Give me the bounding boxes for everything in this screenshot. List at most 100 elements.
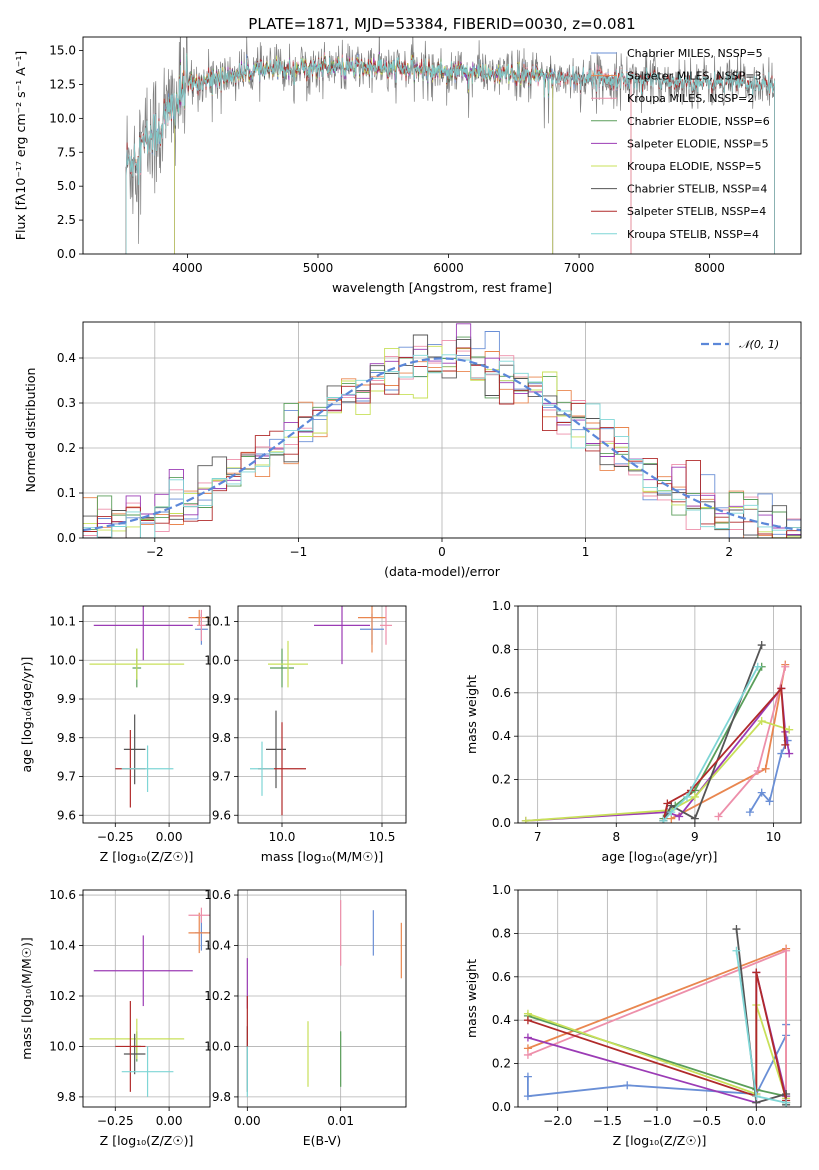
y-tick-label: 12.5 [49,77,76,91]
legend-entry: Chabrier STELIB, NSSP=4 [627,183,767,196]
axes-frame [237,889,407,1108]
series-marker [782,946,791,955]
series-marker [523,1033,532,1042]
axes-frame [82,605,211,824]
x-tick-label: 0.0 [747,1114,766,1128]
axes-frame [517,605,802,824]
plot-area [83,322,801,538]
series-marker [659,816,668,823]
y-tick-label: 9.6 [212,808,231,822]
legend-entry: Chabrier ELODIE, NSSP=6 [627,115,770,128]
y-tick-label: 9.8 [212,1090,231,1104]
data-point-2 [188,907,210,923]
x-tick-label: 10 [766,830,781,844]
x-tick-label: 0 [438,545,446,559]
x-axis-label: age [log₁₀(age/yr)] [602,849,718,864]
y-axis-label: Normed distribution [23,368,38,493]
axes-frame [82,36,802,255]
x-tick-label: 7 [534,830,542,844]
series-marker [777,749,786,758]
data-point-1 [188,912,210,954]
y-tick-label: 9.8 [57,731,76,745]
x-tick-label: −0.25 [97,1114,134,1128]
x-tick-label: 4000 [172,261,203,275]
data-point-2 [197,609,206,641]
axes-frame [82,321,802,539]
y-tick-label: 10.4 [49,939,76,953]
axes-mass-vs-ebv: 0.00 0.01 9.8 10.0 10.2 10.4 10.6 E(B-V) [204,888,407,1148]
series-marker [523,1050,532,1059]
series-marker [623,1081,632,1090]
y-tick-label: 9.9 [57,692,76,706]
plot-area [518,890,801,1107]
series-marker [690,792,699,801]
legend-entry: Salpeter ELODIE, NSSP=5 [627,137,769,150]
series-marker [690,814,699,823]
y-axis-label: Flux [fλ10⁻¹⁷ erg cm⁻² s⁻¹ A⁻¹] [13,51,28,240]
x-tick-label: 0.00 [234,1114,261,1128]
x-tick-label: 7000 [564,261,595,275]
axes-massweight-vs-Z: −2.0 −1.5 −1.0 −0.5 0.0 0.0 0.2 0.4 0.6 0.8 1.0 Z [… [464,883,802,1148]
y-tick-label: 10.0 [49,653,76,667]
chart-title: PLATE=1871, MJD=53384, FIBERID=0030, z=0… [248,15,635,33]
y-tick-label: 0.8 [492,926,511,940]
y-tick-label: 5.0 [57,179,76,193]
series-marker [761,764,770,773]
series-marker [757,788,766,797]
series-marker [752,968,761,977]
y-tick-label: 10.1 [204,615,231,629]
legend-entry: Kroupa MILES, NSSP=2 [627,92,754,105]
series-marker [523,1072,532,1081]
x-tick-label: 0.01 [327,1114,354,1128]
y-tick-label: 10.6 [49,888,76,902]
y-tick-label: 10.4 [204,939,231,953]
legend-entry: Chabrier MILES, NSSP=5 [627,47,763,60]
plot-area [83,890,210,1107]
data-point-5 [89,648,185,680]
x-tick-label: −2 [146,545,164,559]
y-axis-label: age [log₁₀(age/yr)] [19,657,34,773]
plot-area [518,606,801,823]
series-marker [732,946,741,955]
data-point-8 [121,1046,174,1097]
data-point-1 [358,606,386,653]
x-axis-label: Z [log₁₀(Z/Z☉)] [100,849,194,864]
x-axis-label: (data-model)/error [384,564,501,579]
axes-frame [237,605,407,824]
data-point-4 [314,606,370,665]
y-tick-label: 9.6 [57,808,76,822]
y-tick-label: 9.7 [57,770,76,784]
series-marker [765,797,774,806]
axes-frame [82,889,211,1108]
data-point-3 [270,648,294,688]
y-tick-label: 10.6 [204,888,231,902]
x-tick-label: 0.00 [156,830,183,844]
series-marker [785,725,794,734]
series-line-6 [662,644,763,822]
plot-area [238,606,406,823]
y-tick-label: 0.2 [492,1057,511,1071]
y-tick-label: 7.5 [57,145,76,159]
series-marker [714,812,723,821]
plot-area [83,606,210,823]
series-marker [745,808,754,817]
series-marker [663,799,672,808]
series-marker [753,662,762,671]
data-point-1 [188,609,210,626]
x-tick-label: 8 [612,830,620,844]
y-tick-label: 10.0 [49,111,76,125]
y-axis-label: mass weight [464,959,479,1038]
y-tick-label: 0.2 [492,773,511,787]
axes-spectrum: 4000 5000 6000 7000 8000 0.0 2.5 5.0 7.5 10.0 12.5… [13,15,802,295]
y-tick-label: 10.2 [49,989,76,1003]
y-tick-label: 10.0 [204,1039,231,1053]
series-marker [782,1098,791,1107]
y-tick-label: 0.6 [492,970,511,984]
y-tick-label: 0.4 [57,351,76,365]
data-point-6 [123,714,146,785]
axes-massweight-vs-age: 7 8 9 10 0.0 0.2 0.4 0.6 0.8 1.0 age [log₁₀(age/yr… [464,599,802,864]
x-axis-label: mass [log₁₀(M/M☉)] [261,849,383,864]
x-tick-label: 9 [691,830,699,844]
axes-frame [517,889,802,1108]
